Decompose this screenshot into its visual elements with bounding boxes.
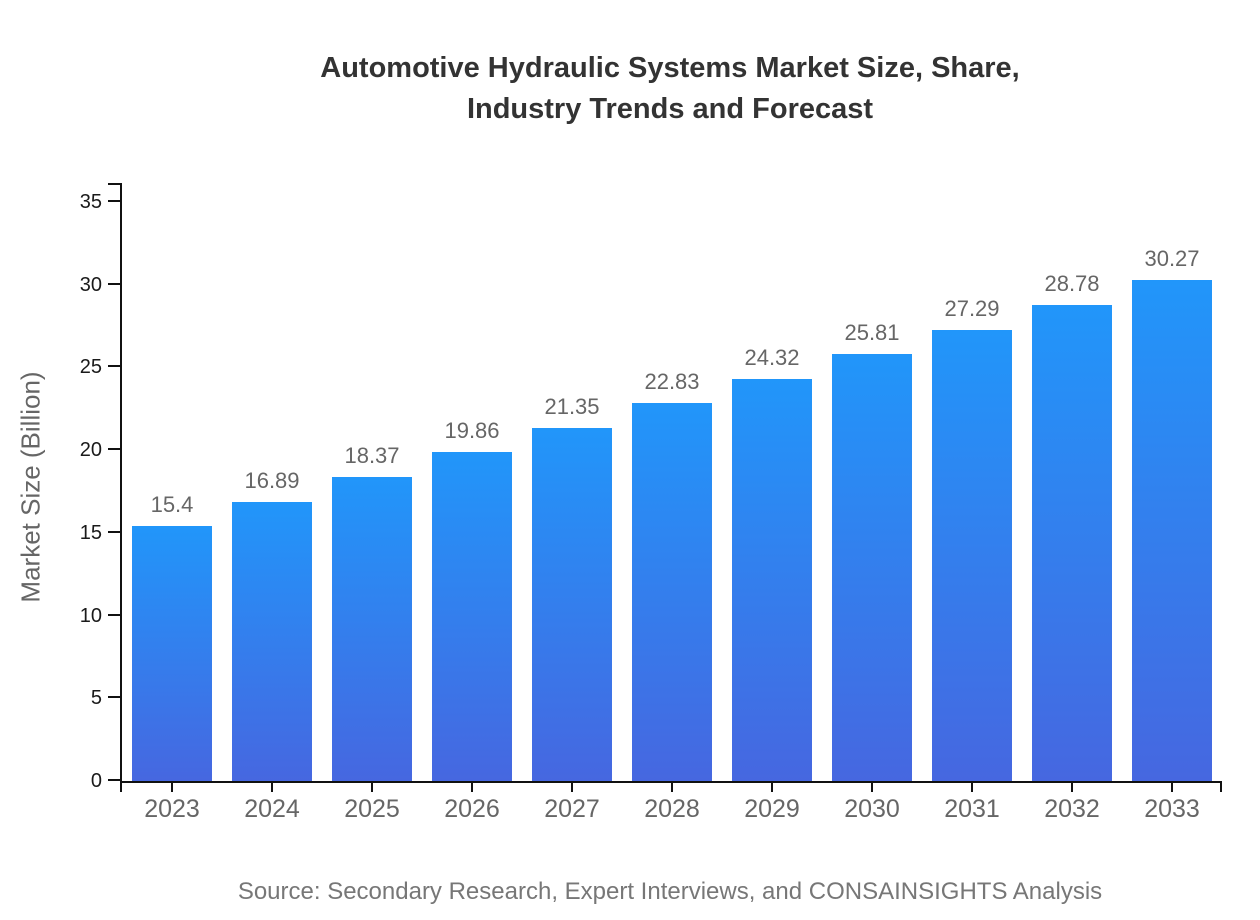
y-tick-label: 15 — [79, 521, 102, 544]
bar-slot: 30.27 2033 — [1122, 183, 1222, 823]
x-tick-mark — [371, 783, 373, 792]
y-tick-label: 25 — [79, 356, 102, 379]
bar-slot: 24.32 2029 — [722, 183, 822, 823]
bar-slot: 28.78 2032 — [1022, 183, 1122, 823]
x-tick-label-2023: 2023 — [144, 795, 200, 823]
bar-slot: 22.83 2028 — [622, 183, 722, 823]
bar-value-label: 25.81 — [844, 320, 900, 346]
x-tick-label-2032: 2032 — [1044, 795, 1100, 823]
bar-value-label: 24.32 — [744, 344, 800, 370]
bar-value-label: 30.27 — [1144, 246, 1200, 272]
y-tick-mark — [108, 365, 120, 368]
chart-title-line2: Industry Trends and Forecast — [466, 93, 874, 125]
x-tick-label-2028: 2028 — [644, 795, 700, 823]
y-tick-mark — [108, 779, 120, 781]
x-tick-mark — [471, 783, 473, 792]
y-tick-mark — [108, 613, 120, 616]
bar-value-label: 27.29 — [944, 295, 1000, 321]
bar-slot: 25.81 2030 — [822, 183, 922, 823]
bar-2027 — [532, 427, 612, 781]
bar-value-label: 22.83 — [644, 369, 700, 395]
bar-slot: 15.4 2023 — [122, 183, 222, 823]
bar-value-label: 28.78 — [1044, 270, 1100, 296]
x-tick-mark — [271, 783, 273, 792]
bar-value-label: 21.35 — [544, 393, 600, 419]
x-tick-label-2024: 2024 — [244, 795, 300, 823]
bar-2032 — [1032, 304, 1112, 781]
bar-2030 — [832, 354, 912, 781]
y-tick-label: 10 — [79, 604, 102, 627]
y-tick-label: 30 — [79, 273, 102, 296]
y-tick-mark — [108, 448, 120, 451]
x-tick-mark — [671, 783, 673, 792]
x-tick-label-2026: 2026 — [444, 795, 500, 823]
bar-slot: 21.35 2027 — [522, 183, 622, 823]
y-tick-mark — [108, 696, 120, 699]
bar-value-label: 16.89 — [244, 467, 300, 493]
x-tick-mark — [1171, 783, 1173, 792]
bars-container: 15.4 2023 16.89 2024 18.37 2025 19.86 2026 21.35… — [122, 183, 1222, 823]
x-tick-label-2029: 2029 — [744, 795, 800, 823]
bar-2028 — [632, 403, 712, 781]
x-tick-mark — [971, 783, 973, 792]
bar-2024 — [232, 501, 312, 781]
y-tick-label: 35 — [79, 191, 102, 213]
y-tick-label: 5 — [90, 687, 102, 710]
y-tick-mark — [108, 200, 120, 202]
y-axis-line — [120, 183, 122, 783]
y-axis-end-cap — [108, 183, 120, 185]
x-tick-label-2031: 2031 — [944, 795, 1000, 823]
y-axis-title: Market Size (Billion) — [15, 371, 46, 603]
bar-slot: 19.86 2026 — [422, 183, 522, 823]
x-tick-label-2025: 2025 — [344, 795, 400, 823]
chart-title-line1: Automotive Hydraulic Systems Market Size… — [320, 52, 1020, 84]
x-axis-right-end-cap — [1220, 783, 1222, 792]
y-tick-label: 0 — [90, 770, 102, 792]
x-tick-label-2033: 2033 — [1144, 795, 1200, 823]
bar-2031 — [932, 329, 1012, 781]
bar-slot: 18.37 2025 — [322, 183, 422, 823]
y-tick-mark — [108, 282, 120, 285]
x-axis-line — [120, 781, 1222, 783]
x-tick-mark — [771, 783, 773, 792]
plot-area: 15.4 2023 16.89 2024 18.37 2025 19.86 2026 21.35… — [80, 183, 1222, 823]
y-tick-label: 20 — [79, 439, 102, 462]
x-tick-mark — [171, 783, 173, 792]
bar-2029 — [732, 378, 812, 781]
y-tick-mark — [108, 530, 120, 533]
bar-2026 — [432, 452, 512, 781]
x-tick-label-2027: 2027 — [544, 795, 600, 823]
x-tick-label-2030: 2030 — [844, 795, 900, 823]
x-tick-mark — [1071, 783, 1073, 792]
bar-slot: 27.29 2031 — [922, 183, 1022, 823]
bar-value-label: 18.37 — [344, 443, 400, 469]
chart-title: Automotive Hydraulic Systems Market Size… — [82, 48, 1258, 130]
bar-value-label: 19.86 — [444, 418, 500, 444]
x-tick-mark — [571, 783, 573, 792]
source-note: Source: Secondary Research, Expert Inter… — [237, 878, 1103, 905]
x-axis-left-end-cap — [120, 783, 122, 792]
x-tick-mark — [871, 783, 873, 792]
bar-2033 — [1132, 280, 1212, 781]
bar-slot: 16.89 2024 — [222, 183, 322, 823]
bar-2023 — [132, 526, 212, 781]
bar-value-label: 15.4 — [150, 492, 194, 518]
bar-2025 — [332, 477, 412, 781]
